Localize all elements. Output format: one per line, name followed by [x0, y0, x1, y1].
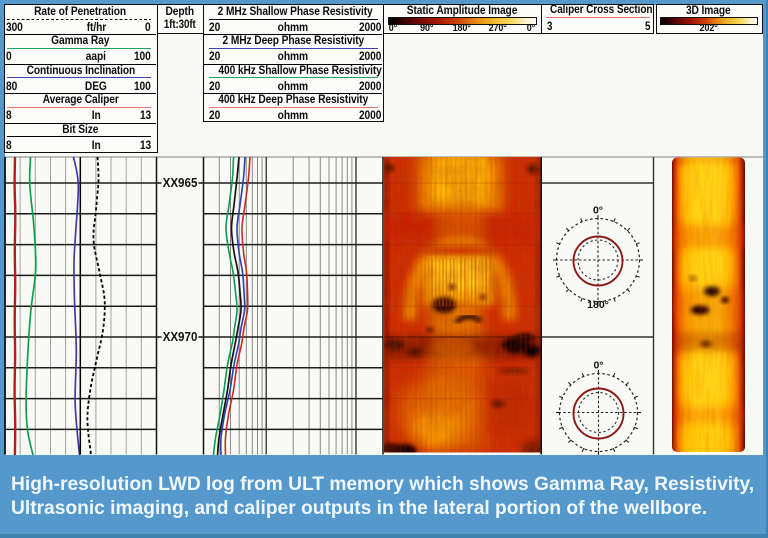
svg-text:XX965: XX965: [163, 176, 198, 191]
svg-text:0°: 0°: [593, 204, 603, 216]
svg-text:180°: 180°: [587, 299, 609, 311]
svg-text:0°: 0°: [593, 359, 603, 371]
svg-text:XX970: XX970: [163, 330, 198, 345]
